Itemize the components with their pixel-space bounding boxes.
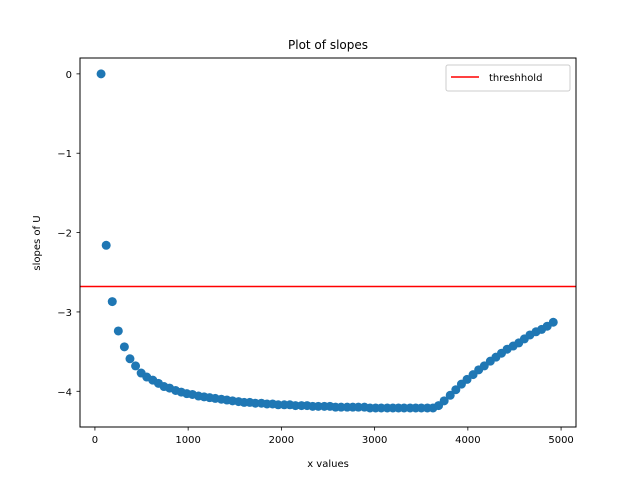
x-tick-label: 5000 (548, 435, 573, 446)
x-axis-label: x values (307, 459, 349, 470)
y-tick-label: −1 (57, 149, 72, 160)
data-point (119, 342, 129, 352)
data-point (101, 240, 111, 250)
x-axis: 0 1000 2000 3000 4000 5000 (92, 427, 574, 446)
legend-box (445, 64, 571, 92)
y-tick-label: 0 (66, 70, 72, 81)
y-tick-label: −4 (57, 387, 72, 398)
x-tick-label: 1000 (175, 435, 200, 446)
data-point (445, 390, 455, 400)
y-axis: 0 −1 −2 −3 −4 (57, 70, 80, 398)
data-point (113, 326, 123, 336)
data-point (451, 385, 461, 395)
y-tick-label: −2 (57, 229, 72, 240)
chart-title: Plot of slopes (288, 38, 368, 52)
data-point (107, 297, 117, 307)
data-point (125, 354, 135, 364)
y-axis-label: slopes of U (32, 215, 43, 270)
legend-threshold-label: threshhold (489, 73, 542, 84)
data-point (96, 69, 106, 79)
x-tick-label: 3000 (362, 435, 387, 446)
x-tick-label: 4000 (455, 435, 480, 446)
points-layer (96, 69, 558, 413)
legend: threshhold (445, 64, 571, 92)
data-point (131, 361, 141, 371)
x-tick-label: 2000 (269, 435, 294, 446)
data-point (439, 396, 449, 406)
data-point (462, 374, 472, 384)
x-tick-label: 0 (92, 435, 98, 446)
plot-area-frame (79, 57, 577, 428)
data-point (548, 317, 558, 327)
y-tick-label: −3 (57, 308, 72, 319)
data-point (479, 361, 489, 371)
